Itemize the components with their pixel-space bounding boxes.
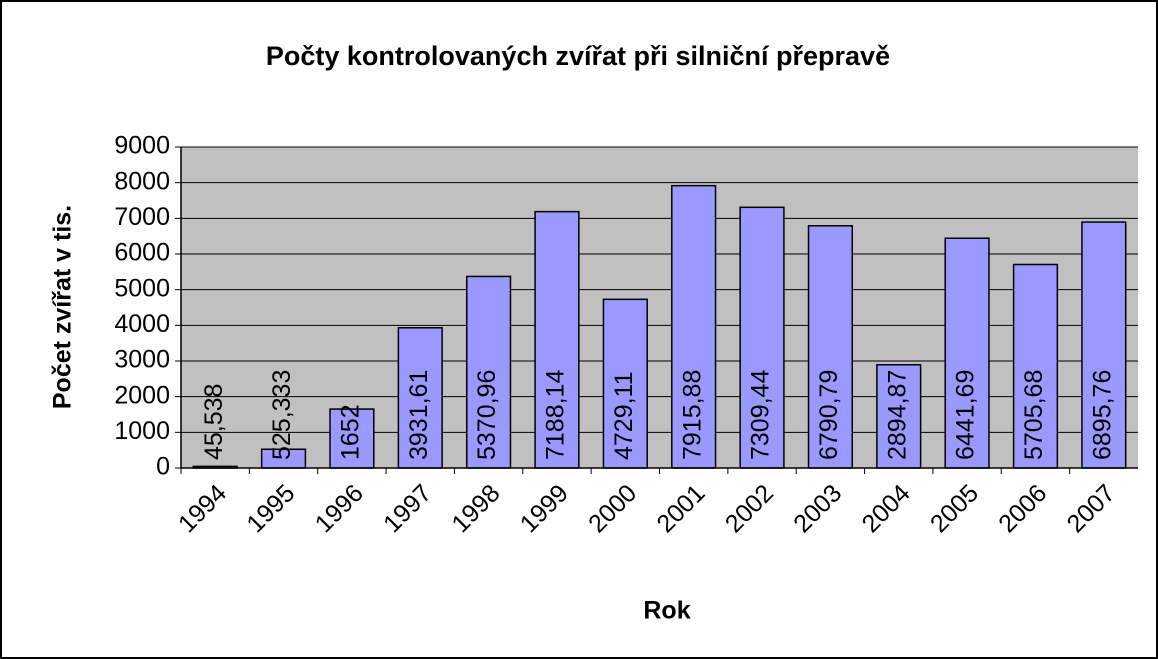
y-tick-label: 4000	[114, 310, 170, 338]
bar	[671, 184, 717, 469]
x-axis-label: Rok	[643, 597, 690, 625]
bar	[739, 206, 785, 469]
y-tick-label: 8000	[114, 167, 170, 195]
data-label: 6895,76	[1088, 370, 1116, 460]
data-label: 7188,14	[542, 370, 570, 460]
y-tick-label: 0	[156, 453, 170, 481]
bar	[944, 237, 990, 469]
y-axis-label: Počet zvířat v tis.	[49, 205, 77, 409]
data-label: 3931,61	[405, 370, 433, 460]
y-tick-label: 6000	[114, 239, 170, 267]
bar	[465, 275, 512, 469]
data-label: 1652	[337, 404, 365, 460]
data-label: 5370,96	[473, 370, 501, 460]
bar	[534, 210, 580, 469]
bar	[397, 327, 443, 469]
y-tick-label: 2000	[114, 381, 170, 409]
data-label: 2894,87	[883, 370, 911, 460]
bar	[329, 408, 375, 469]
y-tick-label: 3000	[114, 346, 170, 374]
bar	[602, 298, 648, 469]
chart-title: Počty kontrolovaných zvířat při silniční…	[266, 41, 890, 71]
data-label: 525,333	[268, 370, 296, 460]
data-label: 7309,44	[747, 370, 775, 460]
y-tick-label: 5000	[114, 274, 170, 302]
bar	[1012, 263, 1059, 469]
y-tick-label: 7000	[114, 203, 170, 231]
data-label: 6790,79	[815, 370, 843, 460]
data-label: 6441,69	[952, 370, 980, 460]
data-label: 4729,11	[610, 371, 638, 460]
data-label: 5705,68	[1020, 370, 1048, 460]
data-label: 45,538	[200, 384, 228, 460]
y-tick-label: 9000	[114, 132, 170, 160]
y-tick-label: 1000	[114, 417, 170, 445]
bar	[876, 363, 922, 469]
data-label: 7915,88	[678, 370, 706, 460]
plot-area	[181, 147, 1138, 468]
